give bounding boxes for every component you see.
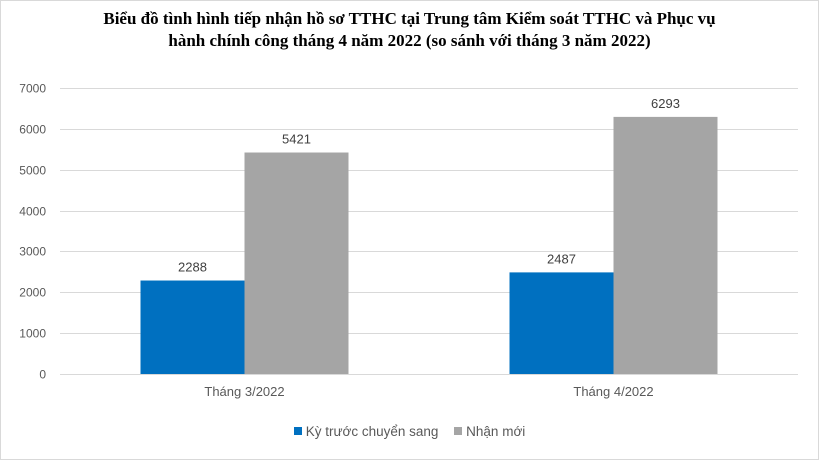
legend: Kỳ trước chuyển sang Nhận mới: [0, 423, 819, 439]
y-tick-label-6: 6000: [19, 123, 46, 137]
data-label-series-1-cat-1: 2288: [178, 260, 207, 275]
x-tick-label-1: Tháng 3/2022: [204, 384, 284, 399]
y-tick-label-3: 3000: [19, 245, 46, 259]
legend-item-series-2: Nhận mới: [454, 424, 525, 439]
y-tick-label-7: 7000: [19, 82, 46, 96]
data-label-series-1-cat-2: 2487: [547, 251, 576, 266]
bar-series-1-cat-2: [509, 272, 614, 374]
chart-title: Biểu đồ tình hình tiếp nhận hồ sơ TTHC t…: [0, 8, 819, 52]
bar-series-1-cat-1: [140, 280, 245, 374]
x-tick-label-2: Tháng 4/2022: [573, 384, 653, 399]
legend-item-series-1: Kỳ trước chuyển sang: [293, 423, 439, 439]
bar-series-2-cat-1: [244, 152, 349, 374]
y-tick-label-4: 4000: [19, 205, 46, 219]
legend-swatch-series-1: [293, 427, 302, 435]
y-tick-label-0: 0: [39, 368, 46, 382]
chart-title-line-1: Biểu đồ tình hình tiếp nhận hồ sơ TTHC t…: [103, 9, 716, 28]
bar-series-2-cat-2: [613, 116, 718, 375]
y-tick-label-5: 5000: [19, 164, 46, 178]
data-label-series-2-cat-1: 5421: [282, 132, 311, 147]
data-label-series-2-cat-2: 6293: [651, 96, 680, 111]
y-tick-label-1: 1000: [19, 327, 46, 341]
y-tick-label-2: 2000: [19, 286, 46, 300]
legend-label-series-2: Nhận mới: [466, 423, 526, 439]
legend-swatch-series-2: [454, 427, 463, 435]
chart-title-line-2: hành chính công tháng 4 năm 2022 (so sán…: [168, 31, 651, 50]
legend-label-series-1: Kỳ trước chuyển sang: [305, 423, 439, 439]
